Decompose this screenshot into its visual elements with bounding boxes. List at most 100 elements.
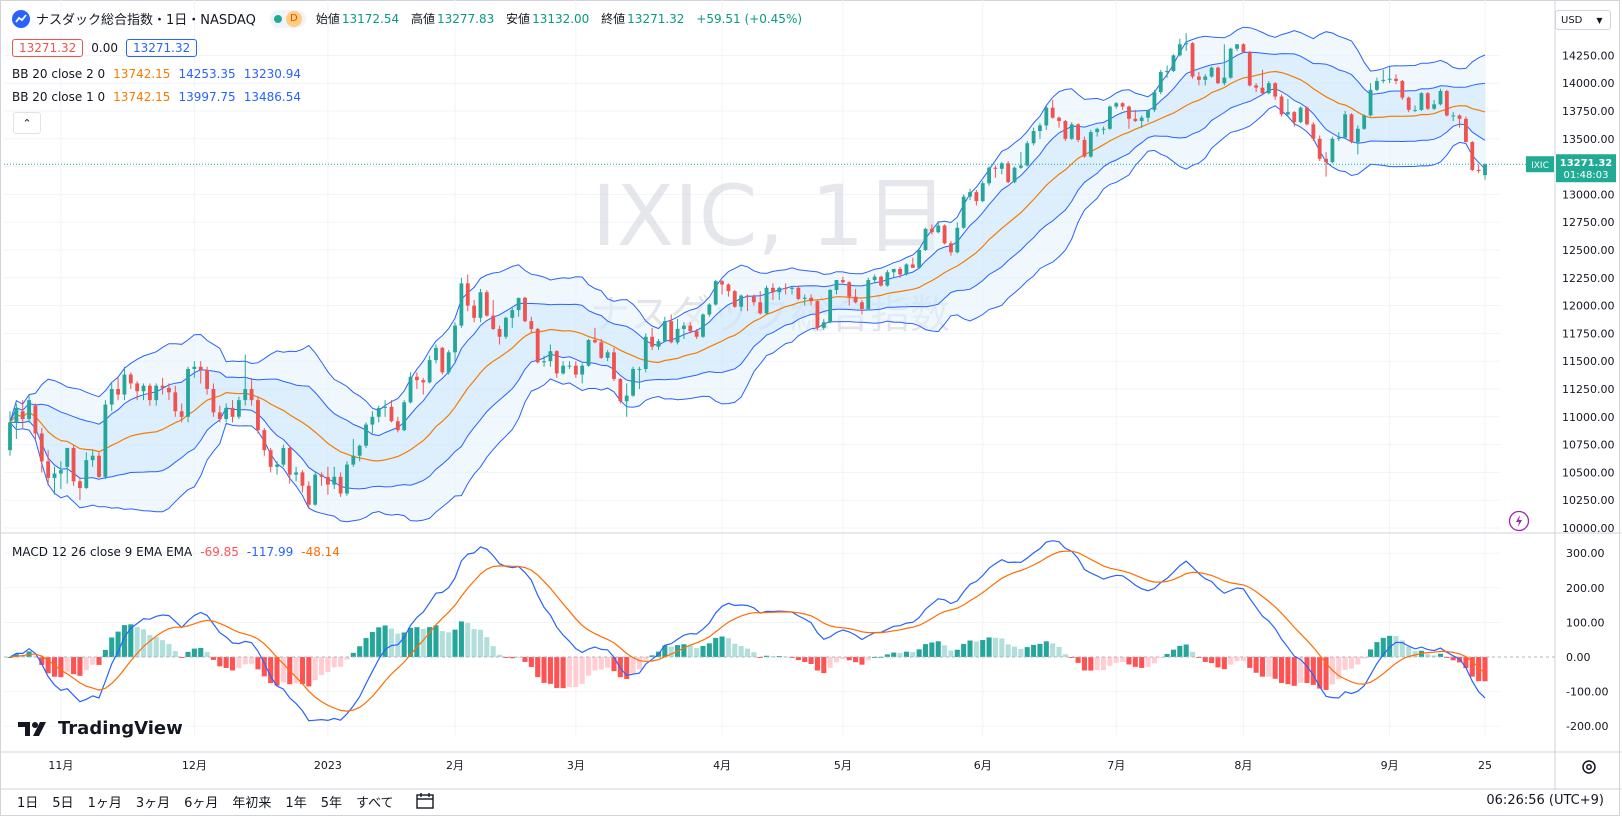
candle[interactable] — [1088, 129, 1093, 158]
candle[interactable] — [1464, 116, 1468, 143]
macd-legend[interactable]: MACD 12 26 close 9 EMA EMA -69.85 -117.9… — [12, 545, 340, 559]
timeframe-all[interactable]: すべて — [355, 796, 394, 811]
candle[interactable] — [993, 165, 998, 178]
candle[interactable] — [1158, 69, 1163, 95]
candle[interactable] — [885, 270, 890, 287]
candle[interactable] — [8, 411, 12, 456]
candle[interactable] — [1381, 69, 1386, 84]
candle[interactable] — [319, 472, 324, 486]
symbol-title[interactable]: ナスダック総合指数・1日・NASDAQ — [36, 13, 256, 28]
candle[interactable] — [834, 280, 839, 295]
symbol-logo-icon[interactable] — [12, 9, 30, 28]
candle[interactable] — [1292, 111, 1297, 127]
candle[interactable] — [516, 297, 521, 317]
candle[interactable] — [548, 344, 553, 367]
candle[interactable] — [529, 316, 534, 334]
candle[interactable] — [217, 405, 222, 423]
candle[interactable] — [1241, 43, 1246, 54]
candle[interactable] — [662, 316, 667, 343]
candle[interactable] — [1228, 47, 1233, 79]
candle[interactable] — [287, 445, 292, 484]
candle[interactable] — [879, 275, 883, 287]
candle[interactable] — [14, 403, 19, 440]
candle[interactable] — [624, 383, 629, 417]
candle[interactable] — [186, 366, 190, 423]
candle[interactable] — [497, 325, 502, 345]
candle[interactable] — [643, 333, 648, 373]
clock[interactable]: 06:26:56 (UTC+9) — [1486, 793, 1604, 808]
candle[interactable] — [955, 222, 960, 254]
candle[interactable] — [1279, 94, 1284, 117]
tradingview-logo[interactable]: TradingView — [18, 718, 183, 739]
candle[interactable] — [20, 400, 25, 428]
candle[interactable] — [1375, 77, 1379, 91]
candle[interactable] — [1451, 112, 1456, 122]
bb-lower-1-line[interactable] — [10, 88, 1486, 490]
timeframe-1m[interactable]: 1ヶ月 — [87, 796, 122, 811]
market-status[interactable]: D — [269, 9, 306, 28]
candle[interactable] — [612, 347, 616, 382]
candle[interactable] — [357, 444, 362, 462]
candle[interactable] — [1139, 115, 1144, 128]
candle[interactable] — [1273, 82, 1278, 100]
candle[interactable] — [1400, 79, 1405, 100]
candle[interactable] — [535, 327, 540, 364]
candle[interactable] — [262, 427, 267, 456]
candle[interactable] — [860, 300, 864, 315]
candle[interactable] — [1336, 132, 1341, 142]
candle[interactable] — [364, 422, 368, 448]
candle[interactable] — [109, 383, 114, 412]
candle[interactable] — [281, 444, 286, 467]
candle[interactable] — [1101, 126, 1106, 135]
candle[interactable] — [249, 377, 254, 406]
candle[interactable] — [97, 452, 101, 478]
candle[interactable] — [1196, 72, 1201, 86]
candle[interactable] — [1254, 83, 1259, 93]
candle[interactable] — [122, 366, 127, 401]
candle[interactable] — [408, 372, 413, 404]
candle[interactable] — [720, 280, 724, 295]
candle[interactable] — [682, 322, 686, 339]
price-chart[interactable]: IXIC, 1日 ナスダック総合指数 14250.0014000.0013750… — [0, 0, 1622, 790]
candle[interactable] — [179, 403, 184, 423]
candle[interactable] — [224, 403, 229, 423]
candle[interactable] — [135, 381, 140, 401]
candle[interactable] — [414, 372, 419, 389]
candle[interactable] — [1209, 66, 1214, 78]
candle[interactable] — [71, 444, 76, 486]
candle[interactable] — [923, 227, 928, 252]
candle[interactable] — [1317, 135, 1322, 162]
candle[interactable] — [891, 268, 896, 278]
candle[interactable] — [1470, 141, 1475, 172]
candle[interactable] — [1343, 111, 1348, 139]
candle[interactable] — [147, 383, 152, 406]
candle[interactable] — [1120, 102, 1125, 110]
candle[interactable] — [1216, 66, 1220, 85]
candle[interactable] — [376, 405, 381, 423]
candle[interactable] — [1298, 106, 1303, 124]
candle[interactable] — [338, 472, 343, 497]
candle[interactable] — [732, 290, 737, 308]
candle[interactable] — [236, 396, 241, 420]
candle[interactable] — [58, 461, 63, 490]
candle[interactable] — [325, 466, 330, 495]
candle[interactable] — [815, 300, 820, 331]
candle[interactable] — [821, 318, 826, 331]
candle[interactable] — [65, 447, 70, 484]
candle[interactable] — [974, 189, 979, 206]
candle[interactable] — [1394, 74, 1398, 85]
candle[interactable] — [510, 307, 515, 328]
candle[interactable] — [1018, 152, 1023, 169]
candle[interactable] — [1025, 141, 1030, 167]
timeframe-6m[interactable]: 6ヶ月 — [184, 796, 219, 811]
candle[interactable] — [751, 294, 756, 306]
candle[interactable] — [440, 346, 445, 375]
candle[interactable] — [230, 400, 235, 423]
candle[interactable] — [1203, 74, 1208, 86]
candle[interactable] — [1362, 114, 1367, 130]
bb1-legend[interactable]: BB 20 close 1 0 13742.15 13997.75 13486.… — [12, 90, 301, 104]
candle[interactable] — [561, 361, 566, 375]
candle[interactable] — [936, 221, 941, 234]
candle[interactable] — [332, 466, 337, 490]
